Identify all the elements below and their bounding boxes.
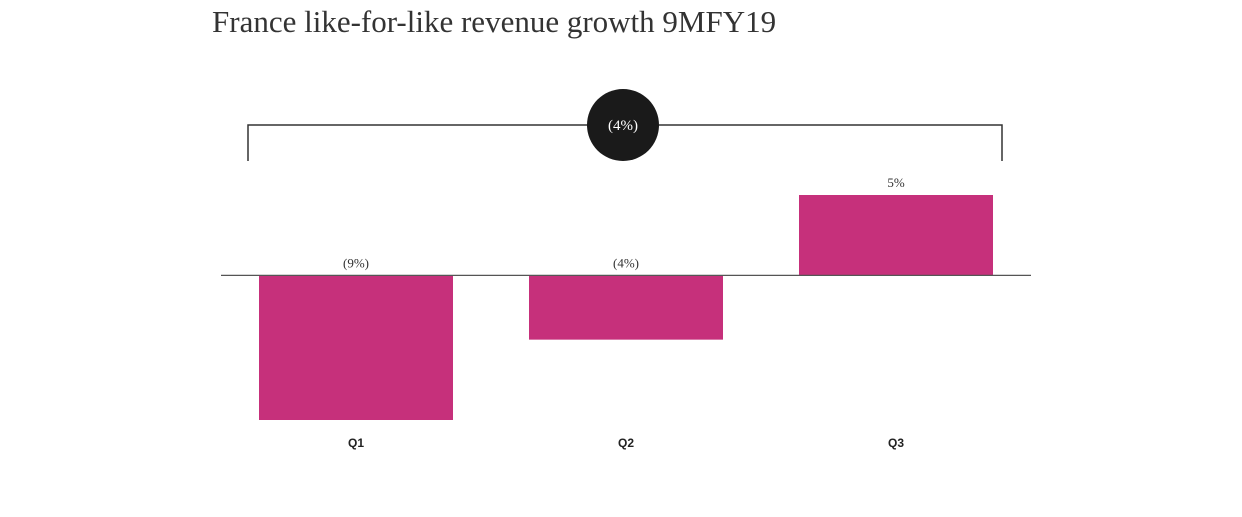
value-label: 5% bbox=[887, 175, 905, 190]
total-badge bbox=[587, 89, 659, 161]
bar bbox=[799, 195, 993, 276]
value-label: (4%) bbox=[613, 255, 639, 270]
value-label: (9%) bbox=[343, 255, 369, 270]
x-tick-label: Q2 bbox=[618, 436, 634, 450]
bar bbox=[529, 275, 723, 340]
chart-title: France like-for-like revenue growth 9MFY… bbox=[212, 4, 776, 39]
total-annotation: (4%) bbox=[608, 118, 638, 134]
x-tick-label: Q1 bbox=[348, 436, 364, 450]
bar bbox=[259, 275, 453, 420]
x-tick-label: Q3 bbox=[888, 436, 904, 450]
